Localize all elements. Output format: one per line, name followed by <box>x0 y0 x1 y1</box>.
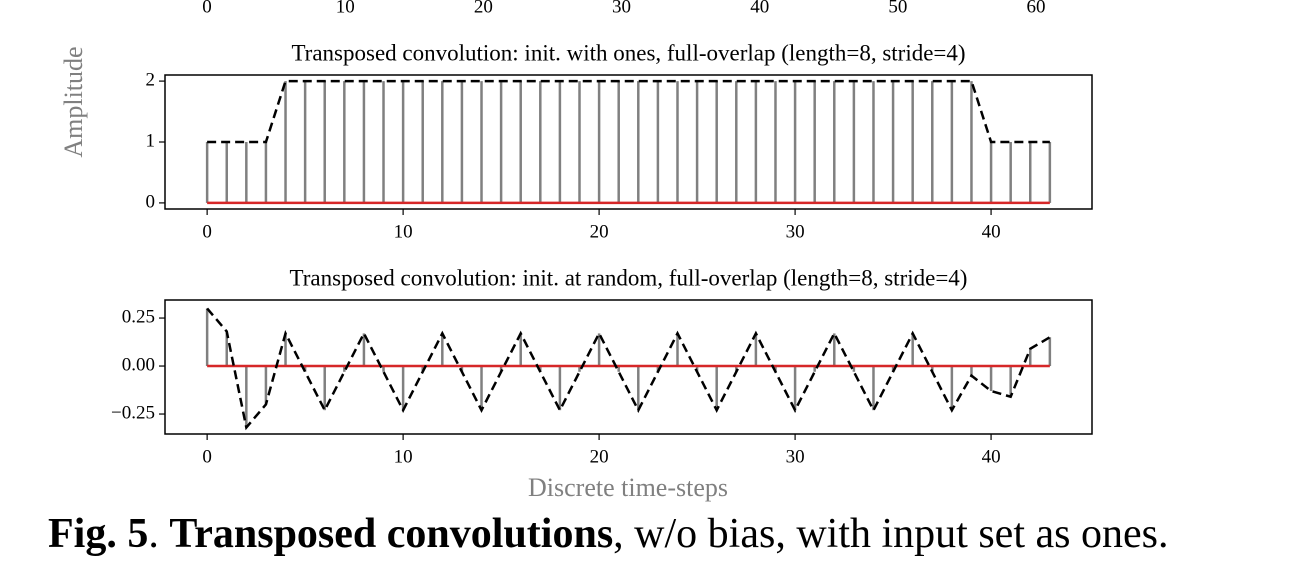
chart-title: Transposed convolution: init. with ones,… <box>291 40 965 65</box>
y-tick-label: 0.00 <box>122 354 155 375</box>
chart-title: Transposed convolution: init. at random,… <box>290 265 968 290</box>
caption-text: , w/o bias, with input set as ones. <box>613 511 1168 557</box>
x-tick-label: 30 <box>786 221 805 242</box>
marker-line <box>206 307 1051 431</box>
axes-frame <box>164 74 1093 210</box>
x-axis-label: Discrete time-steps <box>528 473 728 502</box>
x-tick-label: 50 <box>888 0 907 17</box>
marker-line <box>207 79 1050 144</box>
x-tick-label: 20 <box>590 446 609 467</box>
x-tick-label: 40 <box>750 0 769 17</box>
x-tick-label: 40 <box>982 221 1001 242</box>
x-tick-label: 30 <box>786 446 805 467</box>
axes-frame <box>164 299 1093 435</box>
x-tick-label: 0 <box>202 0 212 17</box>
y-tick-label: 2 <box>146 69 156 90</box>
caption-sep: . <box>148 511 169 557</box>
x-tick-label: 10 <box>336 0 355 17</box>
y-tick-label: −0.25 <box>111 402 155 423</box>
x-tick-label: 20 <box>590 221 609 242</box>
caption: Fig. 5. Transposed convolutions, w/o bia… <box>48 511 1168 557</box>
y-tick-label: 0.25 <box>122 306 155 327</box>
caption-label: Fig. 5 <box>48 511 148 557</box>
caption-title: Transposed convolutions <box>169 511 613 557</box>
x-tick-label: 10 <box>394 221 413 242</box>
y-tick-label: 1 <box>146 130 156 151</box>
x-tick-label: 10 <box>394 446 413 467</box>
x-tick-label: 60 <box>1027 0 1046 17</box>
x-tick-label: 0 <box>202 446 212 467</box>
y-axis-label: Amplitude <box>59 46 88 157</box>
x-tick-label: 20 <box>474 0 493 17</box>
x-tick-label: 30 <box>612 0 631 17</box>
x-tick-label: 0 <box>202 221 212 242</box>
x-tick-label: 40 <box>982 446 1001 467</box>
y-tick-label: 0 <box>146 191 156 212</box>
